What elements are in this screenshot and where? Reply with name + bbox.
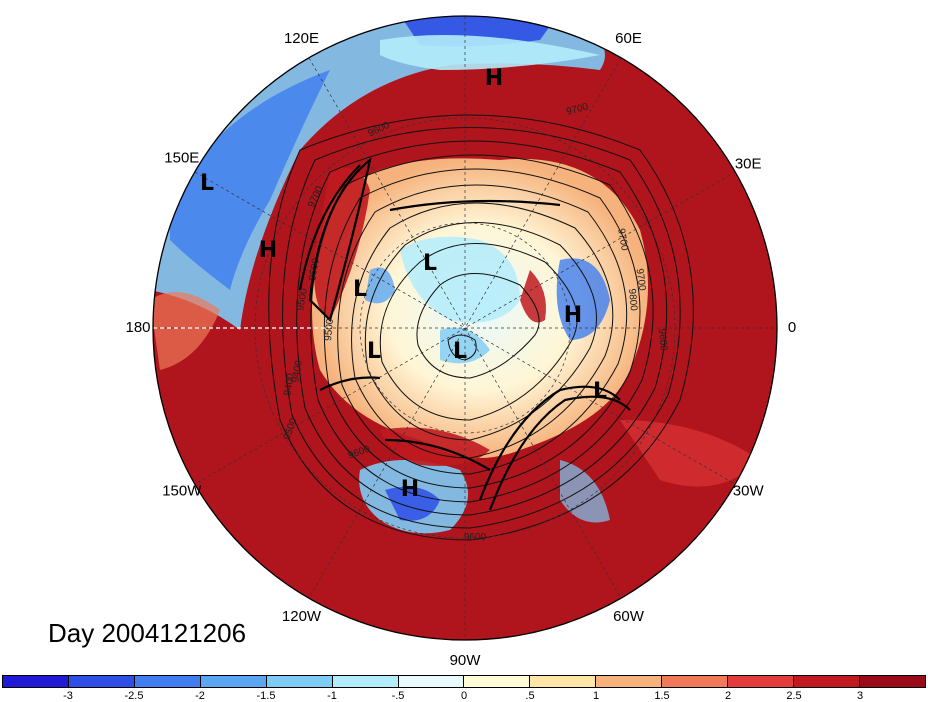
colorbar-tick-label: -1.5	[256, 690, 276, 702]
colorbar-swatch	[266, 676, 333, 687]
longitude-label: 150E	[164, 149, 199, 166]
pressure-centers: H L H L L L L H L H	[200, 66, 607, 502]
graticule	[153, 16, 777, 640]
colorbar-swatch	[596, 676, 663, 687]
high-pressure-marker: H	[259, 238, 277, 263]
colorbar-swatch	[728, 676, 795, 687]
colorbar-swatch	[3, 676, 69, 687]
longitude-label: 120W	[282, 608, 322, 625]
colorbar-swatch	[859, 676, 925, 687]
colorbar-swatch	[200, 676, 267, 687]
longitude-label: 90E	[452, 0, 479, 3]
low-pressure-marker: L	[453, 339, 467, 364]
colorbar-tick-label: .5	[525, 690, 535, 702]
colorbar-swatch	[662, 676, 729, 687]
colorbar-swatch	[332, 676, 399, 687]
longitude-label: 180	[125, 319, 150, 336]
colorbar-tick-label: 0	[460, 690, 468, 702]
longitude-label: 60E	[615, 30, 642, 47]
globe-outline	[152, 15, 778, 641]
contour-label: 9700	[633, 268, 647, 292]
colorbar-tick-label: -3	[63, 690, 73, 702]
map-title: Day 2004121206	[48, 618, 247, 648]
longitude-label: 0	[788, 319, 796, 336]
colorbar-tick-label: 2.5	[786, 690, 802, 702]
jet-contours	[298, 157, 631, 511]
longitude-label: 60W	[613, 608, 645, 625]
high-pressure-marker: H	[401, 477, 419, 502]
longitude-label: 90W	[450, 652, 482, 669]
low-pressure-marker: L	[367, 339, 381, 364]
colorbar-tick-label: 1.5	[654, 690, 670, 702]
colorbar-ticks: -3 -2.5 -2 -1.5 -1 -.5 0 .5 1 1.5 2 2.5 3	[2, 690, 926, 702]
longitude-label: 150W	[162, 482, 202, 499]
colorbar-tick-label: -2	[195, 690, 205, 702]
colorbar-tick-label: 1	[592, 690, 600, 702]
colorbar-swatch	[794, 676, 860, 687]
height-contours	[268, 114, 694, 541]
longitude-labels: 90E 60E 30E 0 30W 60W 90W 120W 150W 180 150E 120E	[125, 0, 796, 669]
colorbar-swatch	[464, 676, 531, 687]
colorbar-tick-label: -2.5	[124, 690, 144, 702]
low-pressure-marker: L	[593, 379, 607, 404]
colorbar-swatch	[134, 676, 201, 687]
colorbar-tick-label: 3	[856, 690, 864, 702]
longitude-label: 30W	[733, 482, 765, 499]
contour-label: 9400	[282, 372, 297, 396]
contour-label: 9500	[323, 318, 336, 342]
colorbar-tick-label: -1	[327, 690, 337, 702]
longitude-label: 30E	[735, 155, 762, 172]
contour-label: 9800	[626, 288, 639, 312]
low-pressure-marker: L	[200, 171, 214, 196]
high-pressure-marker: H	[485, 66, 503, 91]
contour-label: 9600	[464, 532, 487, 543]
contour-label: 9500	[295, 287, 310, 311]
colorbar-swatch	[530, 676, 597, 687]
high-pressure-marker: H	[564, 303, 582, 328]
longitude-label: 120E	[284, 30, 319, 47]
low-pressure-marker: L	[423, 251, 437, 276]
colorbar	[2, 675, 926, 688]
low-pressure-marker: L	[353, 277, 367, 302]
contour-label: 9400	[290, 359, 305, 383]
contour-label: 9600	[307, 257, 322, 281]
colorbar-swatch	[398, 676, 465, 687]
contour-label: 9600	[656, 328, 669, 352]
colorbar-tick-label: -.5	[391, 690, 405, 702]
contour-label: 9700	[615, 228, 630, 252]
colorbar-tick-label: 2	[724, 690, 732, 702]
colorbar-swatch	[68, 676, 135, 687]
